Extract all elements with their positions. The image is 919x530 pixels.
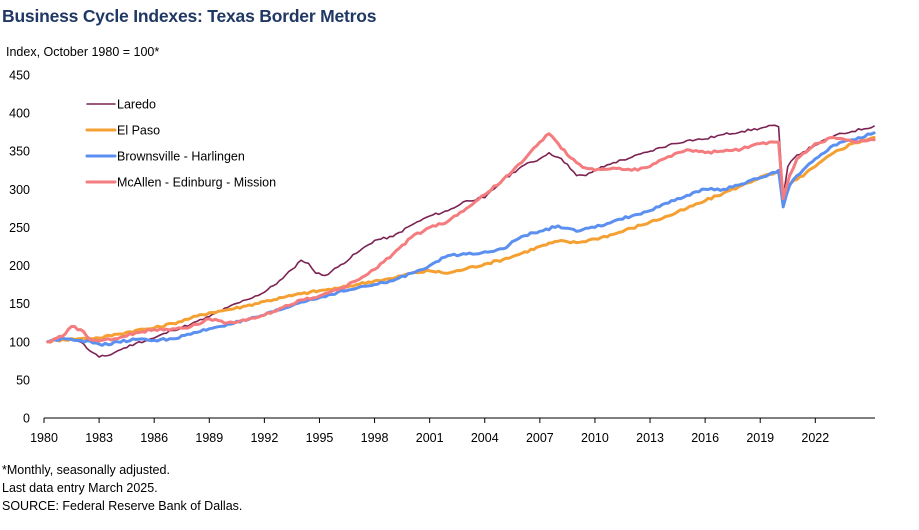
- y-tick-label: 150: [9, 297, 30, 311]
- legend-label: Laredo: [117, 98, 156, 112]
- y-tick-label: 300: [9, 183, 30, 197]
- note-seasonal: *Monthly, seasonally adjusted.: [2, 463, 170, 477]
- note-last-entry: Last data entry March 2025.: [2, 481, 158, 495]
- legend: Laredo El Paso Brownsville - Harlingen McAl…: [85, 98, 276, 190]
- x-tick-label: 1986: [140, 431, 168, 445]
- series-line-mcallen-edinburg-mission: [46, 132, 876, 344]
- y-tick-label: 200: [9, 259, 30, 273]
- y-tick-label: 100: [9, 335, 30, 349]
- y-tick-label: 0: [23, 412, 30, 426]
- y-tick-label: 250: [9, 221, 30, 235]
- x-tick-label: 2007: [526, 431, 554, 445]
- x-tick-label: 2022: [801, 431, 829, 445]
- x-tick-label: 1998: [361, 431, 389, 445]
- x-tick-label: 1980: [30, 431, 58, 445]
- x-tick-label: 2016: [691, 431, 719, 445]
- y-axis-label: Index, October 1980 = 100*: [6, 45, 160, 59]
- y-tick-label: 350: [9, 145, 30, 159]
- y-tick-label: 400: [9, 107, 30, 121]
- x-tick-label: 1995: [306, 431, 334, 445]
- x-axis: 1980 1983 1986 1989 1992 1995 1998 2001 2004 2007…: [30, 417, 875, 445]
- legend-label: McAllen - Edinburg - Mission: [117, 176, 276, 190]
- x-tick-label: 2010: [581, 431, 609, 445]
- legend-label: El Paso: [117, 124, 160, 138]
- x-tick-label: 2013: [636, 431, 664, 445]
- y-axis: 0 50 100 150 200 250 300 350 400 450: [9, 69, 30, 426]
- y-tick-label: 450: [9, 69, 30, 83]
- line-chart: 0 50 100 150 200 250 300 350 400 450 1980 1983 1986…: [9, 69, 876, 445]
- x-tick-label: 2004: [471, 431, 499, 445]
- x-tick-label: 1989: [195, 431, 223, 445]
- y-tick-label: 50: [16, 373, 30, 387]
- series-line-laredo: [46, 124, 875, 358]
- x-tick-label: 2001: [416, 431, 444, 445]
- note-source: SOURCE: Federal Reserve Bank of Dallas.: [2, 499, 243, 513]
- series-line-brownsville-harlingen: [46, 131, 876, 347]
- series-line-el-paso: [46, 136, 876, 344]
- x-tick-label: 1983: [85, 431, 113, 445]
- chart-title: Business Cycle Indexes: Texas Border Met…: [2, 6, 377, 26]
- x-tick-label: 1992: [250, 431, 278, 445]
- series-lines: [46, 124, 876, 358]
- legend-label: Brownsville - Harlingen: [117, 150, 245, 164]
- x-tick-label: 2019: [746, 431, 774, 445]
